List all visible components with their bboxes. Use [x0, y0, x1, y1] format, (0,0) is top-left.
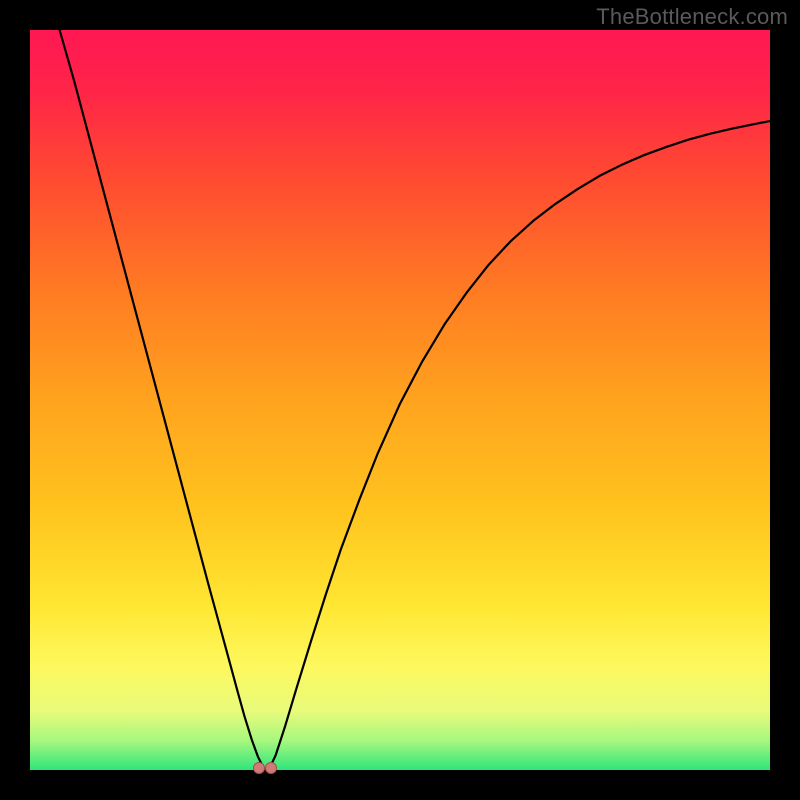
- curve-path: [60, 30, 770, 770]
- figure-outer: TheBottleneck.com: [0, 0, 800, 800]
- plot-area: [30, 30, 770, 770]
- chart-marker: [253, 762, 265, 774]
- chart-marker: [265, 762, 277, 774]
- watermark-text: TheBottleneck.com: [596, 4, 788, 30]
- bottleneck-curve: [30, 30, 770, 770]
